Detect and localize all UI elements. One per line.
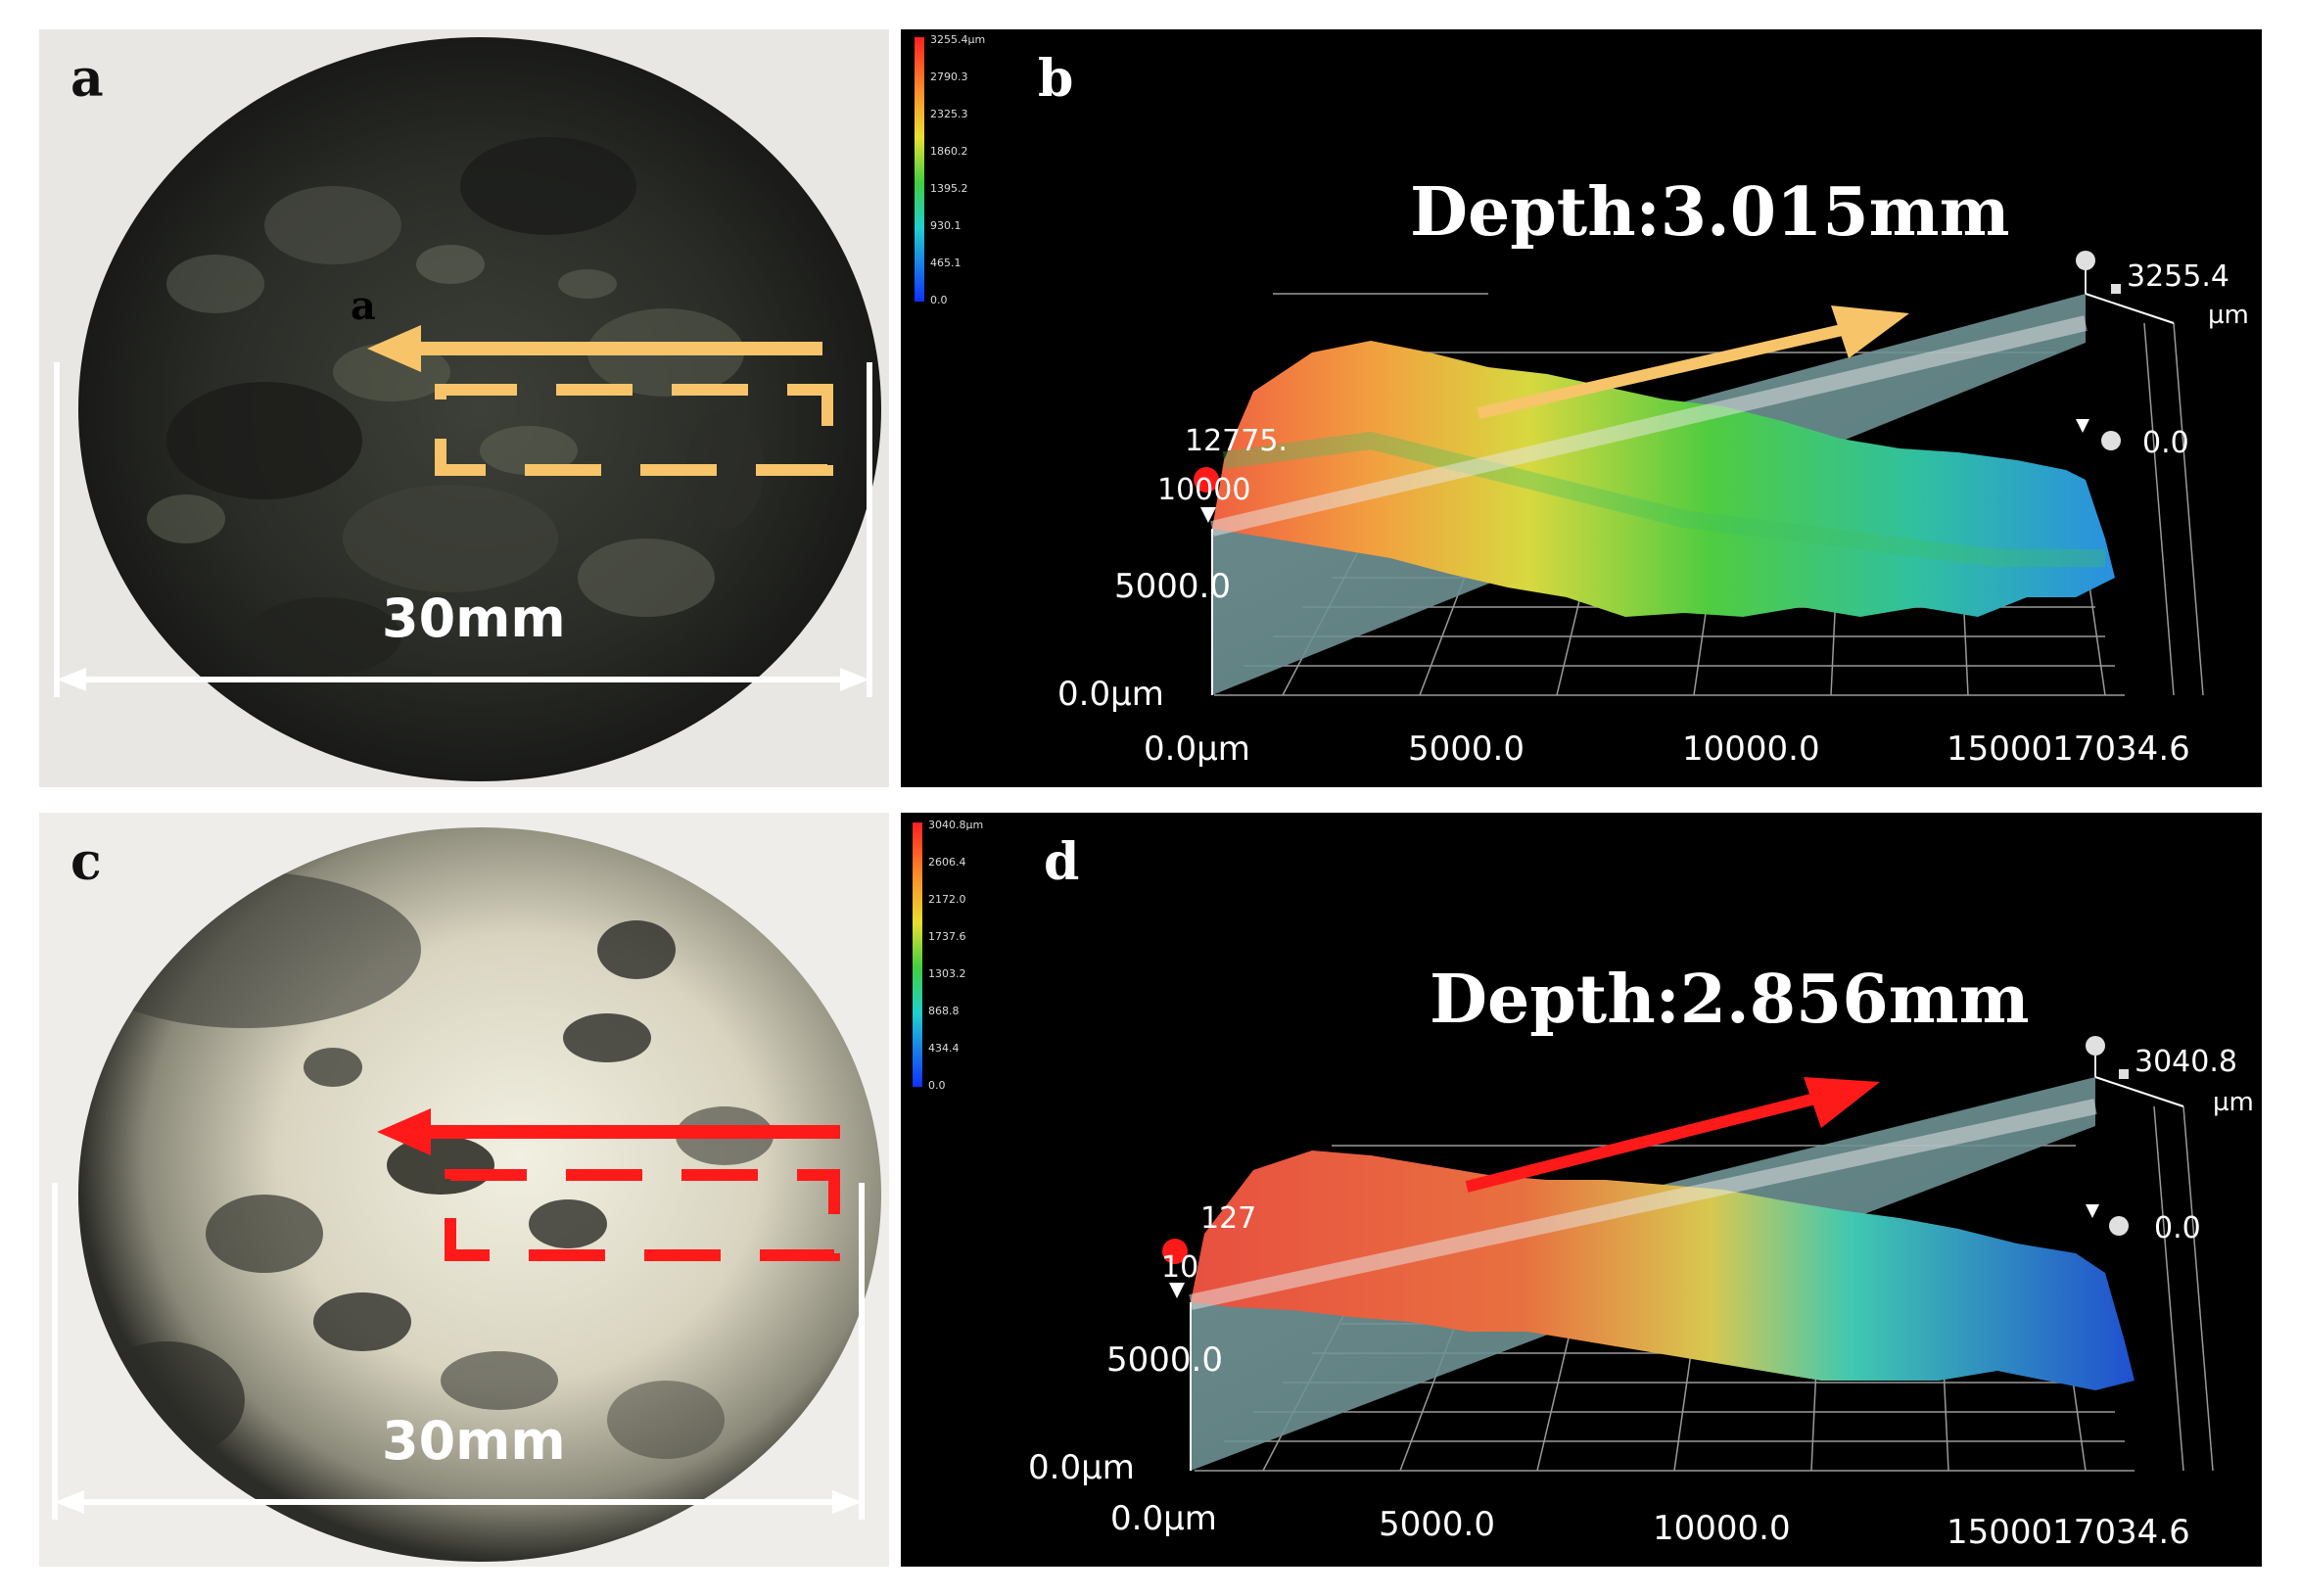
y-top-label: 127 xyxy=(1200,1201,1256,1236)
panel-label: a xyxy=(70,49,104,109)
colorbar-tick: 2790.3 xyxy=(930,70,968,83)
direction-arrow xyxy=(367,325,822,372)
panel-c-canvas: c 30mm xyxy=(52,827,881,1562)
colorbar-tick: 3040.8µm xyxy=(928,819,983,831)
start-marker xyxy=(1162,1239,1188,1264)
x-10000-label: 10000.0 xyxy=(1653,1509,1791,1548)
x-0-label: 0.0µm xyxy=(1110,1499,1217,1538)
colorbar-tick: 868.8 xyxy=(928,1005,960,1017)
panel-label: c xyxy=(70,832,102,892)
colorbar-tick: 2172.0 xyxy=(928,893,966,906)
z-max-label: 3040.8 xyxy=(2135,1045,2237,1079)
scale-label: 30mm xyxy=(382,587,566,649)
colorbar-tick: 434.4 xyxy=(928,1042,960,1055)
colorbar-tick: 930.1 xyxy=(930,219,962,232)
depth-title: Depth:2.856mm xyxy=(1430,961,2030,1039)
colorbar-tick: 1860.2 xyxy=(930,145,968,158)
z-min-label: 0.0 xyxy=(2142,426,2189,460)
colorbar-tick: 0.0 xyxy=(930,294,948,306)
zero-pin-icon xyxy=(2101,431,2121,450)
x-10000-label: 10000.0 xyxy=(1682,729,1820,769)
y-5000-label: 5000.0 xyxy=(1106,1340,1223,1380)
colorbar-labels: 3255.4µm 2790.3 2325.3 1860.2 1395.2 930… xyxy=(930,33,985,306)
start-pin-icon xyxy=(1169,1283,1185,1298)
panel-label: d xyxy=(1044,832,1079,892)
top-pin-icon xyxy=(2086,1036,2105,1056)
colorbar-tick: 1303.2 xyxy=(928,967,966,980)
z-unit-label: µm xyxy=(2208,301,2249,330)
colorbar-tick: 1395.2 xyxy=(930,182,968,195)
x-0-label: 0.0µm xyxy=(1144,729,1250,769)
colorbar-tick: 2606.4 xyxy=(928,856,966,868)
y-0-label: 0.0µm xyxy=(1057,675,1164,714)
scale-bar xyxy=(54,362,872,697)
panel-d-profile: 3040.8µm 2606.4 2172.0 1737.6 1303.2 868… xyxy=(901,813,2262,1567)
y-5000-label: 5000.0 xyxy=(1114,567,1231,606)
colorbar xyxy=(913,822,922,1087)
top-pin-icon xyxy=(2076,251,2095,270)
direction-arrow xyxy=(377,1108,840,1155)
y-mid-label: 10000 xyxy=(1157,473,1250,507)
y-0-label: 0.0µm xyxy=(1028,1448,1135,1487)
direction-arrow xyxy=(1465,1077,1880,1193)
zero-pin-icon xyxy=(2109,1216,2129,1236)
panel-b-canvas: 3255.4µm 2790.3 2325.3 1860.2 1395.2 930… xyxy=(915,33,2249,769)
x-end-label: 1500017034.6 xyxy=(1947,1513,2190,1552)
scale-label: 30mm xyxy=(382,1410,566,1472)
panel-c-photo: c 30mm xyxy=(39,813,889,1567)
colorbar-tick: 3255.4µm xyxy=(930,33,985,46)
y-mid-label: 10 xyxy=(1161,1250,1198,1285)
colorbar-labels: 3040.8µm 2606.4 2172.0 1737.6 1303.2 868… xyxy=(928,819,983,1092)
colorbar-tick: 0.0 xyxy=(928,1079,946,1092)
panel-b-profile: 3255.4µm 2790.3 2325.3 1860.2 1395.2 930… xyxy=(901,29,2262,787)
z-max-label: 3255.4 xyxy=(2127,259,2229,294)
colorbar xyxy=(915,37,924,302)
start-marker xyxy=(1194,467,1219,493)
panel-a-canvas: a a 30mm xyxy=(54,37,881,781)
x-5000-label: 5000.0 xyxy=(1408,729,1525,769)
x-end-label: 1500017034.6 xyxy=(1947,729,2190,769)
surface-3d xyxy=(1191,1150,2135,1390)
colorbar-tick: 2325.3 xyxy=(930,108,968,120)
panel-label: b xyxy=(1038,49,1073,109)
inner-label: a xyxy=(351,283,376,329)
direction-arrow xyxy=(1477,305,1909,419)
start-pin-icon xyxy=(1200,507,1216,523)
colorbar-tick: 1737.6 xyxy=(928,930,966,943)
depth-title: Depth:3.015mm xyxy=(1410,173,2010,252)
z-unit-label: µm xyxy=(2213,1088,2254,1117)
scan-region-box xyxy=(445,1169,840,1261)
z-min-label: 0.0 xyxy=(2154,1211,2201,1245)
colorbar-tick: 465.1 xyxy=(930,257,962,269)
panel-d-canvas: 3040.8µm 2606.4 2172.0 1737.6 1303.2 868… xyxy=(913,819,2254,1552)
scale-bar xyxy=(52,1183,865,1520)
x-5000-label: 5000.0 xyxy=(1379,1505,1495,1544)
y-top-label: 12775. xyxy=(1185,424,1288,458)
panel-a-photo: a a 30mm xyxy=(39,29,889,787)
surface-3d xyxy=(1212,341,2115,617)
